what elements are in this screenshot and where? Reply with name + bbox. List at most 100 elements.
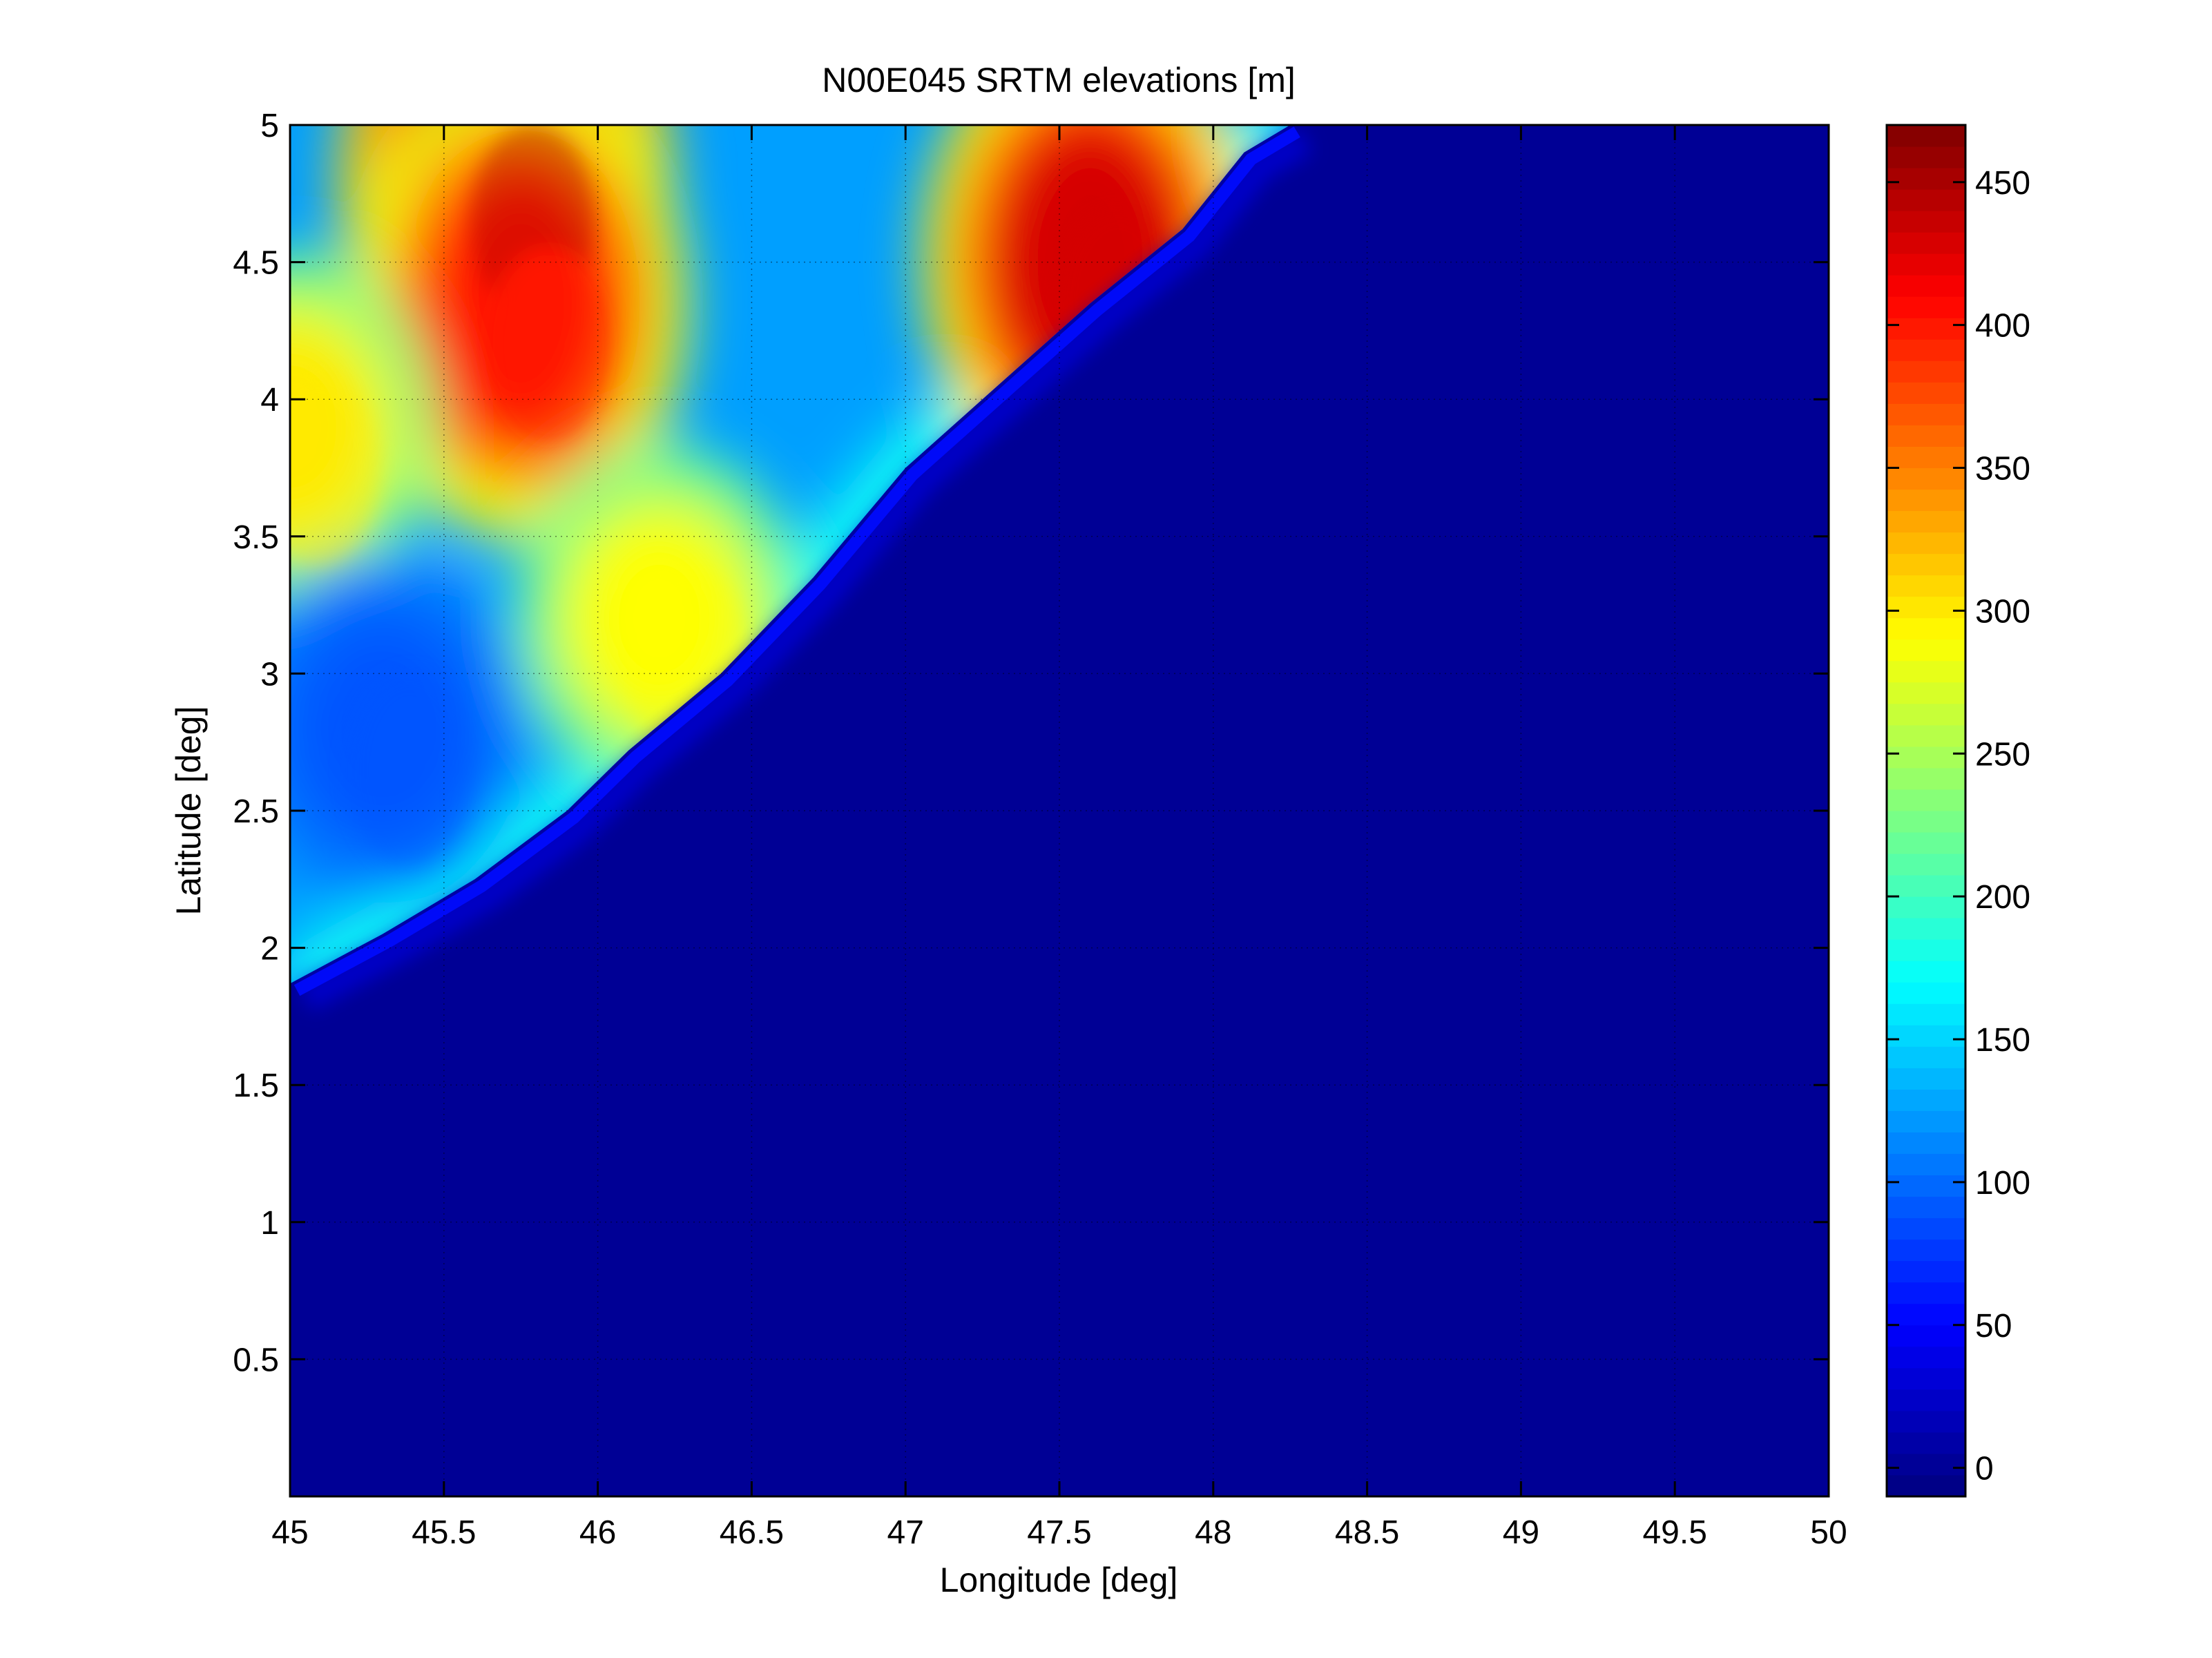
colorbar-band <box>1887 1367 1965 1390</box>
colorbar-band <box>1887 1303 1965 1326</box>
colorbar-band <box>1887 1131 1965 1154</box>
colorbar-band <box>1887 1453 1965 1476</box>
colorbar-band <box>1887 810 1965 833</box>
x-tick-label: 49 <box>1503 1514 1539 1551</box>
colorbar-frame <box>1885 124 1967 1498</box>
chart-title: N00E045 SRTM elevations [m] <box>822 61 1296 99</box>
colorbar-band <box>1887 660 1965 683</box>
y-tick-label: 4 <box>260 382 279 418</box>
colorbar-band <box>1887 1324 1965 1347</box>
colorbar-band <box>1887 124 1965 147</box>
colorbar-band <box>1887 1282 1965 1304</box>
colorbar-band <box>1887 639 1965 662</box>
colorbar-band <box>1887 253 1965 276</box>
y-tick-label: 1 <box>260 1205 279 1242</box>
colorbar-band <box>1887 489 1965 512</box>
colorbar-band <box>1887 360 1965 383</box>
colorbar-band <box>1887 1024 1965 1047</box>
colorbar-tick-labels: 0 50 100 150 200 250 300 350 400 450 <box>1975 165 2030 1487</box>
x-axis-label: Longitude [deg] <box>940 1561 1178 1599</box>
x-tick-label: 48.5 <box>1335 1514 1399 1551</box>
grid-lines <box>290 125 1829 1496</box>
colorbar-band <box>1887 767 1965 790</box>
x-tick-label: 45 <box>271 1514 308 1551</box>
x-tick-label: 46 <box>579 1514 616 1551</box>
colorbar-band <box>1887 1260 1965 1283</box>
colorbar-band <box>1887 167 1965 190</box>
colorbar-band <box>1887 210 1965 233</box>
colorbar-band <box>1887 1088 1965 1111</box>
colorbar-tick-label: 250 <box>1975 736 2030 773</box>
axis-ticks <box>289 124 1830 1496</box>
colorbar-band <box>1887 1175 1965 1197</box>
colorbar-tick-label: 400 <box>1975 308 2030 345</box>
colorbar-band <box>1887 510 1965 533</box>
colorbar-band <box>1887 853 1965 876</box>
colorbar-band <box>1887 1196 1965 1219</box>
y-tick-label: 1.5 <box>233 1068 279 1104</box>
colorbar-tick-label: 200 <box>1975 879 2030 916</box>
colorbar-band <box>1887 553 1965 576</box>
colorbar-band <box>1887 1003 1965 1025</box>
y-tick-label: 2 <box>260 931 279 967</box>
colorbar-band <box>1887 1217 1965 1240</box>
colorbar-band <box>1887 1110 1965 1132</box>
colorbar: 0 50 100 150 200 250 300 350 400 450 <box>1885 124 2030 1498</box>
colorbar-band <box>1887 981 1965 1004</box>
y-tick-label: 4.5 <box>233 245 279 282</box>
colorbar-band <box>1887 1045 1965 1068</box>
x-tick-label: 47 <box>887 1514 924 1551</box>
colorbar-band <box>1887 703 1965 726</box>
colorbar-band <box>1887 1432 1965 1454</box>
colorbar-band <box>1887 445 1965 468</box>
colorbar-band <box>1887 575 1965 597</box>
colorbar-band <box>1887 960 1965 983</box>
colorbar-tick-label: 350 <box>1975 451 2030 488</box>
colorbar-band <box>1887 896 1965 918</box>
colorbar-band <box>1887 1410 1965 1433</box>
colorbar-tick-label: 450 <box>1975 165 2030 202</box>
colorbar-band <box>1887 1153 1965 1176</box>
x-tick-label: 45.5 <box>412 1514 476 1551</box>
colorbar-band <box>1887 467 1965 490</box>
coastal-shelf <box>294 126 1313 1011</box>
colorbar-band <box>1887 532 1965 555</box>
y-tick-label: 5 <box>260 108 279 144</box>
x-tick-label: 48 <box>1195 1514 1231 1551</box>
y-tick-label: 3 <box>260 656 279 693</box>
colorbar-band <box>1887 831 1965 854</box>
colorbar-band <box>1887 1474 1965 1497</box>
colorbar-band <box>1887 682 1965 704</box>
y-tick-label: 2.5 <box>233 793 279 830</box>
y-tick-labels: 0.5 1 1.5 2 2.5 3 3.5 4 4.5 5 <box>233 108 279 1378</box>
colorbar-band <box>1887 296 1965 318</box>
y-axis-label: Latitude [deg] <box>169 706 208 915</box>
x-tick-labels: 45 45.5 46 46.5 47 47.5 48 48.5 49 49.5 50 <box>271 1514 1847 1551</box>
x-tick-label: 46.5 <box>720 1514 784 1551</box>
x-tick-label: 49.5 <box>1642 1514 1706 1551</box>
x-tick-label: 50 <box>1810 1514 1847 1551</box>
colorbar-band <box>1887 189 1965 211</box>
colorbar-band <box>1887 917 1965 940</box>
colorbar-band <box>1887 938 1965 961</box>
colorbar-tick-label: 150 <box>1975 1022 2030 1059</box>
colorbar-band <box>1887 746 1965 769</box>
plot-area <box>289 124 1830 1498</box>
colorbar-band <box>1887 146 1965 168</box>
colorbar-band <box>1887 381 1965 404</box>
colorbar-band <box>1887 338 1965 361</box>
colorbar-band <box>1887 789 1965 811</box>
colorbar-tick-label: 0 <box>1975 1451 1994 1487</box>
colorbar-band <box>1887 424 1965 447</box>
colorbar-band <box>1887 231 1965 254</box>
colorbar-band <box>1887 617 1965 640</box>
colorbar-band <box>1887 1067 1965 1090</box>
colorbar-band <box>1887 1346 1965 1369</box>
y-tick-label: 0.5 <box>233 1342 279 1378</box>
colorbar-band <box>1887 1239 1965 1262</box>
colorbar-band <box>1887 274 1965 297</box>
colorbar-tick-label: 100 <box>1975 1165 2030 1202</box>
colorbar-tick-label: 300 <box>1975 593 2030 630</box>
x-tick-label: 47.5 <box>1027 1514 1091 1551</box>
